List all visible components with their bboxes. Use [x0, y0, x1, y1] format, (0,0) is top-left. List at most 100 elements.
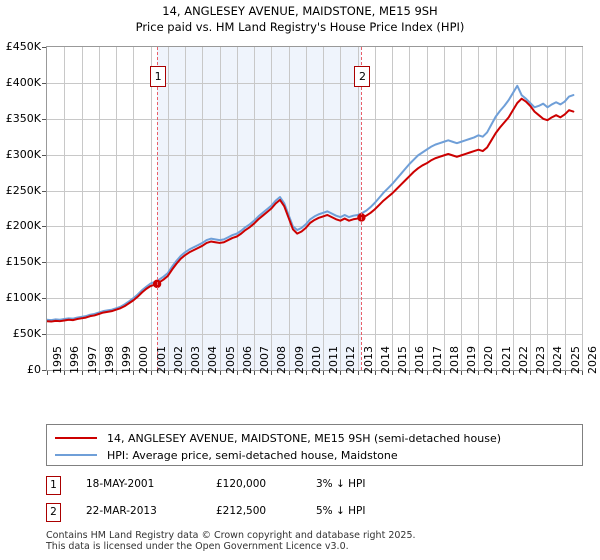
legend-item-hpi: HPI: Average price, semi-detached house,… [55, 446, 398, 464]
transaction-hpi-diff-2: 5% ↓ HPI [316, 505, 366, 517]
x-axis-tick-label: 1996 [68, 346, 82, 374]
x-axis-tick-label: 2011 [327, 346, 341, 374]
legend-label-hpi: HPI: Average price, semi-detached house,… [107, 448, 398, 462]
y-axis-tick-mark [42, 262, 46, 264]
x-axis-tick-mark [305, 371, 307, 375]
x-axis-tick-mark [185, 371, 187, 375]
footer-attribution: Contains HM Land Registry data © Crown c… [46, 530, 586, 552]
x-axis-tick-mark [495, 371, 497, 375]
x-axis-tick-label: 2010 [309, 346, 323, 374]
x-axis-tick-label: 2026 [586, 346, 599, 374]
x-axis-tick-mark [288, 371, 290, 375]
x-axis-tick-mark [374, 371, 376, 375]
x-axis-tick-label: 2009 [292, 346, 306, 374]
y-axis-tick-mark [42, 118, 46, 120]
legend-swatch-property [55, 437, 97, 439]
y-axis-tick-label: £50K [12, 327, 41, 341]
sale-marker-box-2[interactable]: 2 [354, 66, 371, 87]
x-axis-tick-mark [98, 371, 100, 375]
x-axis-tick-label: 2016 [413, 346, 427, 374]
transaction-hpi-diff-1: 3% ↓ HPI [316, 478, 366, 490]
x-axis-tick-mark [357, 371, 359, 375]
x-axis-tick-mark [202, 371, 204, 375]
x-axis-tick-mark [392, 371, 394, 375]
x-axis-tick-mark [323, 371, 325, 375]
x-axis-tick-label: 2018 [447, 346, 461, 374]
x-axis-tick-mark [47, 371, 48, 375]
x-axis-tick-label: 2014 [378, 346, 392, 374]
transaction-date-2: 22-MAR-2013 [86, 505, 157, 517]
x-axis-tick-mark [409, 371, 411, 375]
x-axis-tick-mark [564, 371, 566, 375]
y-axis-tick-label: £300K [5, 147, 41, 161]
x-axis-tick-label: 1999 [120, 346, 134, 374]
x-axis-tick-label: 2003 [189, 346, 203, 374]
x-axis-tick-label: 1997 [85, 346, 99, 374]
transaction-index-1: 1 [46, 476, 61, 495]
x-axis-tick-mark [478, 371, 480, 375]
x-axis-tick-label: 1998 [102, 346, 116, 374]
x-axis-tick-label: 2007 [258, 346, 272, 374]
y-axis-tick-mark [42, 298, 46, 300]
x-axis-tick-label: 2017 [430, 346, 444, 374]
y-axis-tick-label: £100K [5, 291, 41, 305]
chart-plot-area [46, 46, 583, 371]
transaction-price-1: £120,000 [216, 478, 267, 490]
y-axis-tick-mark [42, 334, 46, 336]
x-axis-tick-mark [340, 371, 342, 375]
transaction-date-1: 18-MAY-2001 [86, 478, 155, 490]
transaction-row[interactable]: 1 18-MAY-2001 £120,000 3% ↓ HPI [46, 476, 546, 495]
transaction-index-2: 2 [46, 503, 61, 522]
x-axis-tick-label: 2020 [482, 346, 496, 374]
x-axis-tick-mark [530, 371, 532, 375]
legend-item-property: 14, ANGLESEY AVENUE, MAIDSTONE, ME15 9SH… [55, 429, 501, 447]
x-axis-tick-label: 2015 [396, 346, 410, 374]
chart-title-block: 14, ANGLESEY AVENUE, MAIDSTONE, ME15 9SH… [0, 3, 600, 35]
y-axis-tick-label: £450K [5, 40, 41, 53]
x-axis-tick-label: 2000 [137, 346, 151, 374]
x-axis-tick-mark [426, 371, 428, 375]
x-axis-tick-mark [64, 371, 66, 375]
transaction-price-2: £212,500 [216, 505, 267, 517]
legend-label-property: 14, ANGLESEY AVENUE, MAIDSTONE, ME15 9SH… [107, 431, 502, 445]
y-axis-tick-label: £250K [5, 183, 41, 197]
x-axis-tick-mark [219, 371, 221, 375]
x-axis-tick-mark [81, 371, 83, 375]
y-axis-tick-mark [42, 47, 46, 48]
x-axis-tick-mark [133, 371, 135, 375]
series-lines [47, 84, 575, 323]
x-axis-tick-mark [271, 371, 273, 375]
x-axis-tick-mark [582, 371, 583, 375]
x-axis-tick-label: 2006 [240, 346, 254, 374]
y-axis-tick-mark [42, 370, 46, 371]
x-axis-tick-label: 2001 [154, 346, 168, 374]
legend-swatch-hpi [55, 454, 97, 456]
x-axis-tick-label: 2004 [206, 346, 220, 374]
x-axis-tick-label: 2005 [223, 346, 237, 374]
transaction-row[interactable]: 2 22-MAR-2013 £212,500 5% ↓ HPI [46, 503, 546, 522]
y-axis-tick-label: £200K [5, 219, 41, 233]
x-axis-tick-label: 2002 [171, 346, 185, 374]
x-axis-tick-mark [512, 371, 514, 375]
x-axis-tick-mark [461, 371, 463, 375]
y-axis-tick-label: £150K [5, 255, 41, 269]
x-axis-tick-mark [116, 371, 118, 375]
x-axis-tick-label: 2021 [499, 346, 513, 374]
footer-line-2: This data is licensed under the Open Gov… [46, 541, 349, 552]
chart-legend: 14, ANGLESEY AVENUE, MAIDSTONE, ME15 9SH… [46, 424, 583, 466]
x-axis-tick-label: 2012 [344, 346, 358, 374]
y-axis-tick-label: £0 [27, 363, 41, 376]
x-axis-tick-label: 2025 [568, 346, 582, 374]
page-subtitle: Price paid vs. HM Land Registry's House … [135, 20, 465, 34]
y-axis-tick-label: £400K [5, 75, 41, 89]
x-axis-tick-label: 2023 [534, 346, 548, 374]
x-axis-tick-mark [236, 371, 238, 375]
y-axis-tick-mark [42, 154, 46, 156]
x-axis-tick-label: 2019 [465, 346, 479, 374]
y-axis-tick-mark [42, 190, 46, 192]
x-axis-tick-label: 2013 [361, 346, 375, 374]
x-axis-tick-mark [254, 371, 256, 375]
page-title: 14, ANGLESEY AVENUE, MAIDSTONE, ME15 9SH [162, 4, 438, 18]
sale-marker-box-1[interactable]: 1 [150, 66, 167, 87]
y-axis-tick-mark [42, 226, 46, 228]
